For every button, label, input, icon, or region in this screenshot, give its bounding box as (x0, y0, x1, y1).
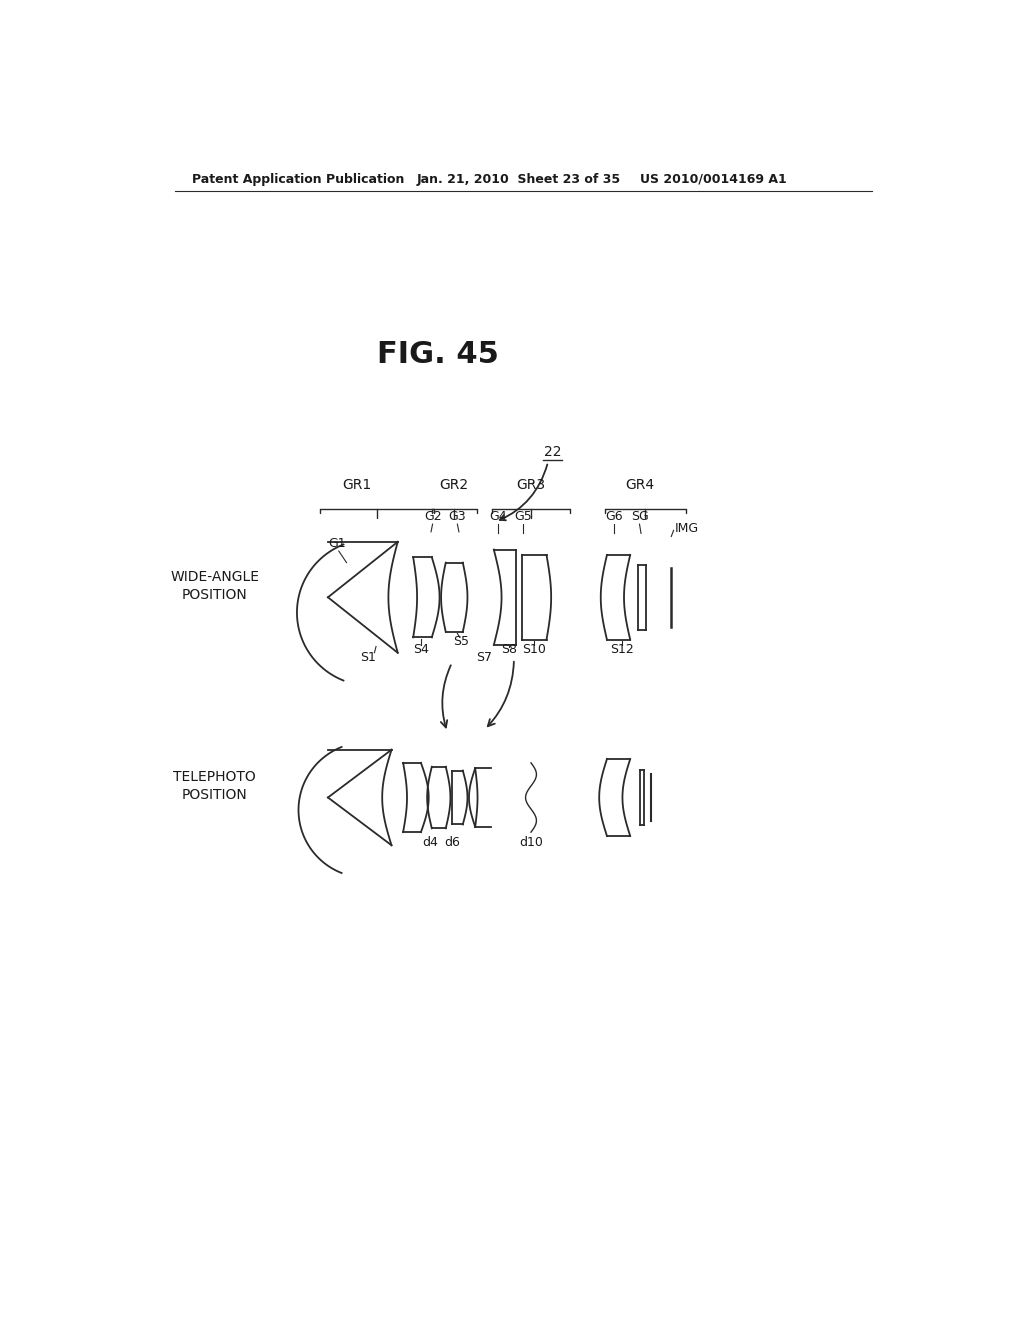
Text: TELEPHOTO
POSITION: TELEPHOTO POSITION (173, 770, 256, 803)
Text: G6: G6 (605, 510, 623, 523)
Text: S4: S4 (413, 643, 429, 656)
FancyArrowPatch shape (440, 665, 451, 727)
FancyArrowPatch shape (487, 661, 514, 726)
Text: WIDE-ANGLE
POSITION: WIDE-ANGLE POSITION (170, 569, 259, 602)
Text: 22: 22 (544, 445, 561, 459)
Text: S8: S8 (502, 643, 517, 656)
Text: G4: G4 (488, 510, 507, 523)
Text: GR4: GR4 (625, 478, 654, 492)
Text: G5: G5 (514, 510, 532, 523)
Text: Patent Application Publication: Patent Application Publication (191, 173, 403, 186)
Text: G1: G1 (329, 536, 346, 549)
Text: Jan. 21, 2010  Sheet 23 of 35: Jan. 21, 2010 Sheet 23 of 35 (417, 173, 621, 186)
Text: SG: SG (631, 510, 648, 523)
Text: S12: S12 (610, 643, 634, 656)
Text: d10: d10 (519, 836, 543, 849)
Text: S5: S5 (454, 635, 469, 648)
Text: S1: S1 (360, 651, 376, 664)
Text: FIG. 45: FIG. 45 (377, 341, 499, 370)
Text: d6: d6 (444, 836, 460, 849)
Text: GR3: GR3 (516, 478, 546, 492)
Text: IMG: IMG (675, 523, 698, 536)
Text: GR1: GR1 (342, 478, 372, 492)
Text: G2: G2 (424, 510, 441, 523)
Text: G3: G3 (449, 510, 466, 523)
Text: US 2010/0014169 A1: US 2010/0014169 A1 (640, 173, 786, 186)
Text: S7: S7 (476, 651, 493, 664)
FancyArrowPatch shape (500, 465, 547, 520)
Text: GR2: GR2 (439, 478, 468, 492)
Text: d4: d4 (422, 836, 438, 849)
Text: S10: S10 (522, 643, 546, 656)
